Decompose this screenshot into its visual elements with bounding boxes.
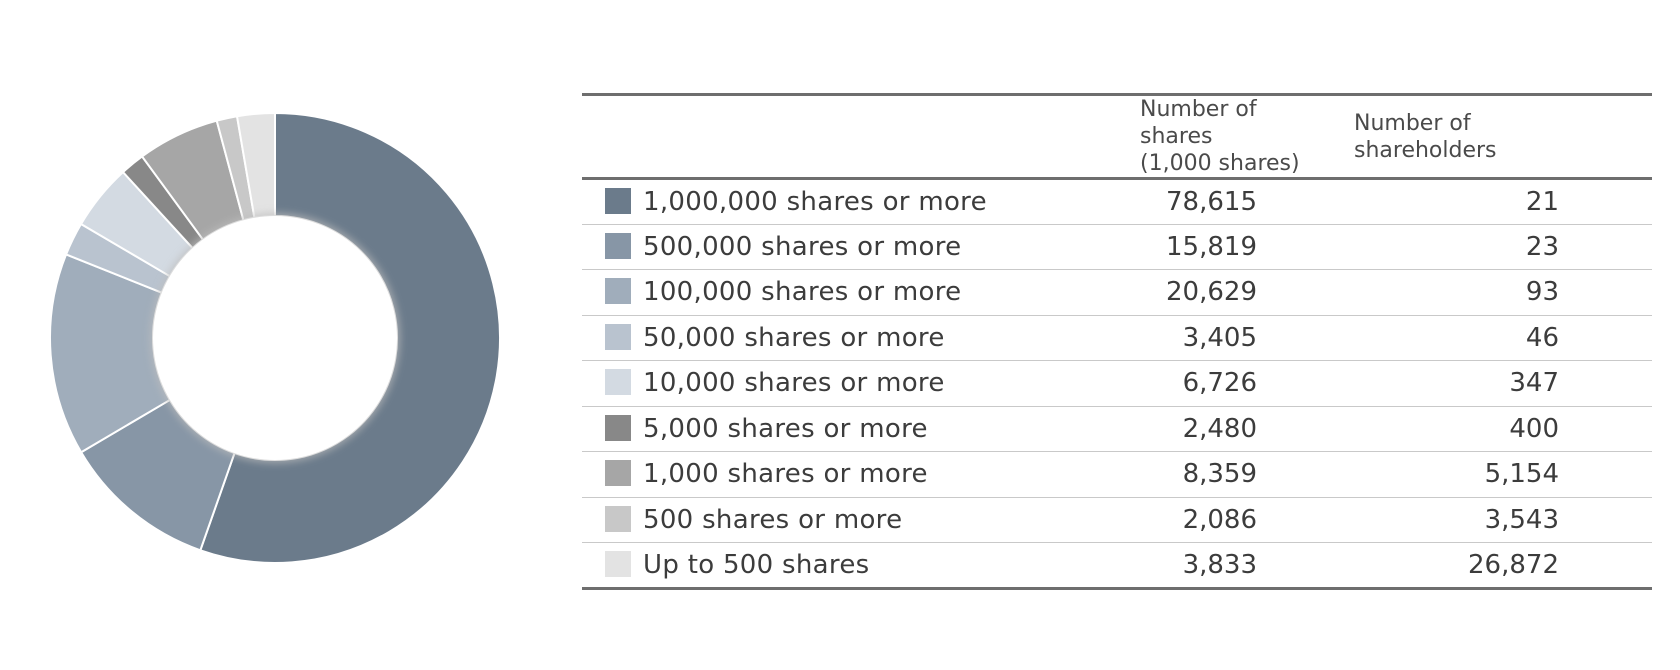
category-label: 1,000,000 shares or more [643,186,987,217]
table-row: 100,000 shares or more 20,629 93 [582,269,1652,316]
header-holders-line2: shareholders [1354,137,1497,163]
holders-value: 26,872 [1322,542,1652,590]
holders-value: 347 [1322,360,1652,407]
legend-swatch [605,323,631,350]
legend-swatch [605,460,631,487]
header-number-of-shares: Number of shares (1,000 shares) [1077,93,1322,180]
shares-value: 15,819 [1077,224,1322,270]
category-label: 500 shares or more [643,504,903,535]
category-cell: 5,000 shares or more [582,406,1077,452]
legend-swatch [605,232,631,259]
table-row: 10,000 shares or more 6,726 347 [582,360,1652,407]
legend-swatch [605,278,631,305]
category-label: 10,000 shares or more [643,368,945,399]
category-cell: Up to 500 shares [582,542,1077,590]
header-shares-line1: Number of shares [1140,97,1257,149]
table-row: 1,000,000 shares or more 78,615 21 [582,178,1652,225]
holders-value: 21 [1322,178,1652,225]
category-label: 50,000 shares or more [643,322,945,353]
header-shares-line2: (1,000 shares) [1140,151,1300,176]
category-label: 100,000 shares or more [643,277,962,308]
holders-value: 5,154 [1322,451,1652,498]
category-cell: 500 shares or more [582,497,1077,543]
shares-value: 6,726 [1077,360,1322,407]
legend-swatch [605,187,631,214]
shareholder-distribution-table: Number of shares (1,000 shares) Number o… [582,93,1652,590]
shares-value: 8,359 [1077,451,1322,498]
category-label: 5,000 shares or more [643,413,928,444]
table-row: 500,000 shares or more 15,819 23 [582,224,1652,270]
table-header-row: Number of shares (1,000 shares) Number o… [582,93,1652,180]
header-number-of-shareholders: Number of shareholders [1322,93,1652,180]
holders-value: 93 [1322,269,1652,316]
holders-value: 400 [1322,406,1652,452]
shares-value: 2,086 [1077,497,1322,543]
holders-value: 46 [1322,315,1652,361]
shares-value: 2,480 [1077,406,1322,452]
shares-value: 20,629 [1077,269,1322,316]
category-cell: 10,000 shares or more [582,360,1077,407]
category-cell: 1,000,000 shares or more [582,178,1077,225]
table-row: 500 shares or more 2,086 3,543 [582,497,1652,543]
table-row: 5,000 shares or more 2,480 400 [582,406,1652,452]
header-holders-line1: Number of [1354,110,1471,136]
legend-swatch [605,550,631,577]
category-cell: 500,000 shares or more [582,224,1077,270]
category-label: 500,000 shares or more [643,231,962,262]
shares-value: 3,405 [1077,315,1322,361]
table-row: 1,000 shares or more 8,359 5,154 [582,451,1652,498]
category-cell: 100,000 shares or more [582,269,1077,316]
category-cell: 50,000 shares or more [582,315,1077,361]
holders-value: 3,543 [1322,497,1652,543]
legend-swatch [605,414,631,441]
donut-chart [49,111,501,564]
category-cell: 1,000 shares or more [582,451,1077,498]
legend-swatch [605,505,631,532]
donut-hole [153,216,397,460]
category-label: 1,000 shares or more [643,459,928,490]
table-row: Up to 500 shares 3,833 26,872 [582,542,1652,590]
table-row: 50,000 shares or more 3,405 46 [582,315,1652,361]
holders-value: 23 [1322,224,1652,270]
shares-value: 78,615 [1077,178,1322,225]
shares-value: 3,833 [1077,542,1322,590]
legend-swatch [605,369,631,396]
header-category [582,93,1077,180]
category-label: Up to 500 shares [643,549,870,580]
